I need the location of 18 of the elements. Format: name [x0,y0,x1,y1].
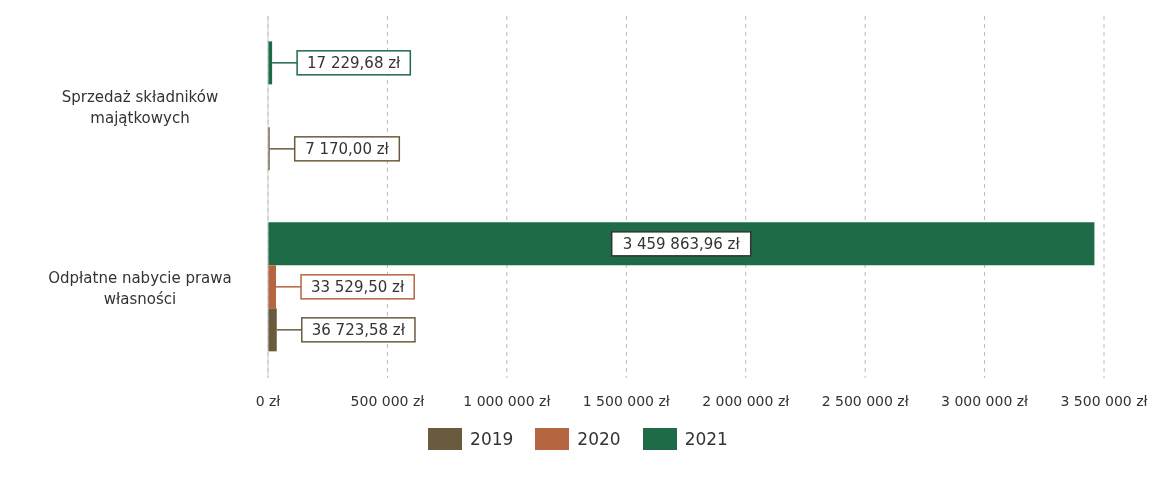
y-tick-label: Odpłatne nabycie prawa własności [48,268,232,308]
data-label: 33 529,50 zł [310,277,405,296]
legend-label: 2019 [470,429,514,449]
x-tick-label: 2 500 000 zł [821,393,909,409]
legend-label: 2021 [684,429,728,449]
data-label: 7 170,00 zł [305,139,390,158]
x-tick-label: 1 500 000 zł [582,393,670,409]
x-tick-label: 2 000 000 zł [702,393,790,409]
legend-label: 2020 [577,429,621,449]
data-label: 36 723,58 zł [311,320,406,339]
data-label: 17 229,68 zł [307,53,402,72]
x-tick-label: 1 000 000 zł [463,393,551,409]
x-tick-label: 3 500 000 zł [1060,393,1148,409]
y-tick-label: Sprzedaż składników majątkowych [61,87,219,127]
x-tick-label: 3 000 000 zł [941,393,1029,409]
data-label: 3 459 863,96 zł [622,234,741,253]
x-tick-label: 0 zł [255,393,281,409]
x-tick-label: 500 000 zł [350,393,425,409]
